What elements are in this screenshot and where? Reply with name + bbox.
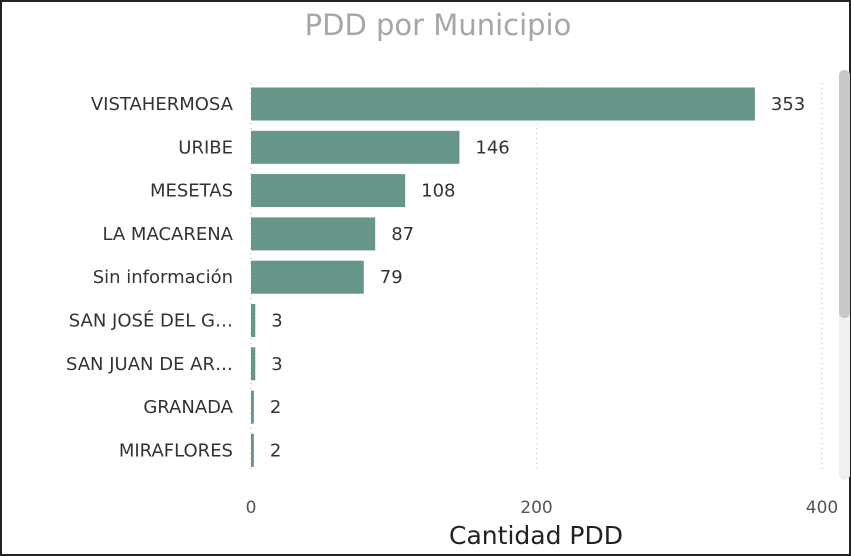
bar xyxy=(251,174,406,208)
x-tick-label: 0 xyxy=(246,498,257,518)
y-tick-label: VISTAHERMOSA xyxy=(91,94,234,115)
y-tick-label: MIRAFLORES xyxy=(119,440,233,461)
bar xyxy=(251,87,755,121)
chart-title: PDD por Municipio xyxy=(305,8,572,42)
value-label: 87 xyxy=(391,224,414,245)
value-label: 146 xyxy=(475,137,509,158)
y-tick-label: SAN JOSÉ DEL G… xyxy=(69,310,233,332)
bar xyxy=(251,260,364,294)
bar xyxy=(251,347,256,381)
value-label: 2 xyxy=(270,397,281,418)
y-tick-label: MESETAS xyxy=(150,181,233,202)
value-label: 108 xyxy=(421,181,455,202)
bar xyxy=(251,304,256,337)
x-tick-label: 200 xyxy=(520,498,552,518)
value-label: 3 xyxy=(271,354,282,375)
y-tick-label: Sin información xyxy=(93,267,233,288)
x-tick-label: 400 xyxy=(806,498,838,518)
bar xyxy=(251,390,254,424)
y-tick-label: GRANADA xyxy=(143,397,233,418)
x-axis-title: Cantidad PDD xyxy=(449,521,623,550)
value-label: 79 xyxy=(380,267,403,288)
y-tick-label: URIBE xyxy=(178,137,233,158)
scrollbar-thumb[interactable] xyxy=(839,70,850,318)
y-tick-label: SAN JUAN DE AR… xyxy=(66,354,233,375)
y-tick-label: LA MACARENA xyxy=(102,224,233,245)
value-label: 353 xyxy=(771,94,805,115)
bar xyxy=(251,217,376,251)
value-label: 2 xyxy=(270,440,281,461)
bar xyxy=(251,433,254,467)
bar xyxy=(251,130,460,164)
value-label: 3 xyxy=(271,311,282,332)
